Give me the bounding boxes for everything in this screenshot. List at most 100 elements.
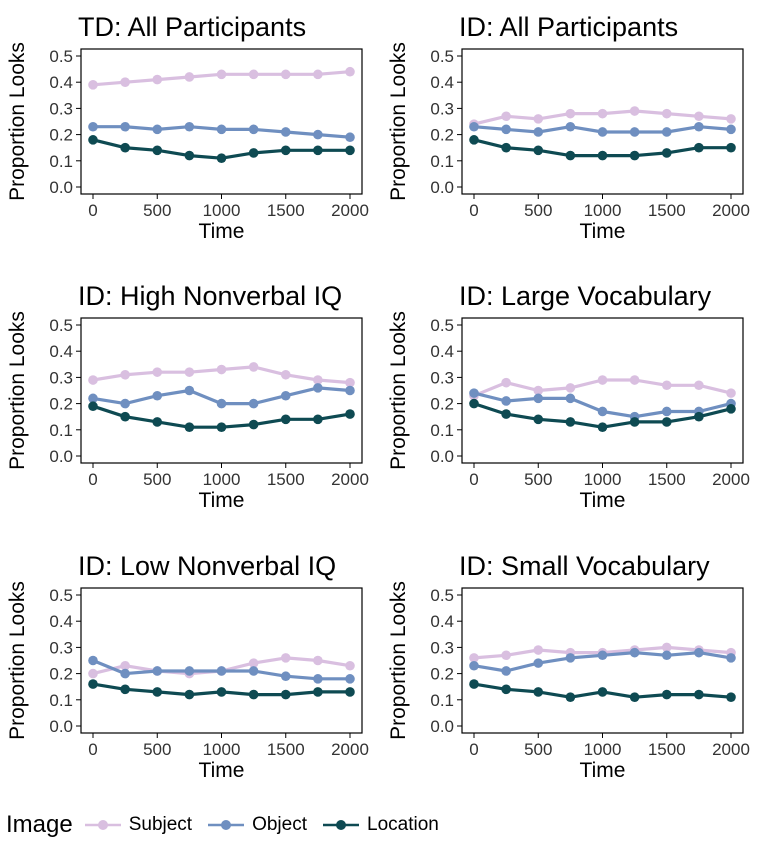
- panel-3-point-object: [152, 390, 163, 401]
- panel-5-point-location: [184, 689, 195, 700]
- panel-4-point-location: [726, 404, 736, 414]
- panel-2-xtick-label: 1000: [584, 201, 622, 220]
- panel-6-point-subject: [533, 645, 544, 655]
- panel-2-point-location: [629, 150, 640, 161]
- legend-key-location: [323, 820, 359, 830]
- panel-4-point-location: [501, 409, 511, 419]
- panel-6-point-location: [661, 689, 672, 700]
- panel-5-point-subject: [313, 655, 323, 666]
- panel-6-point-object: [501, 666, 511, 676]
- panel-2-point-object: [629, 127, 640, 137]
- panel-5-xtick-label: 500: [143, 740, 171, 759]
- panel-2-frame: [461, 48, 744, 195]
- panel-6-ytick-label: 0.1: [430, 691, 454, 710]
- panel-2-series-object: [469, 121, 736, 137]
- panel-6-ytick-label: 0.2: [430, 665, 454, 684]
- panel-2-ytick-label: 0.4: [430, 73, 454, 92]
- panel-1-point-object: [120, 121, 130, 132]
- panel-4-point-location: [469, 398, 479, 409]
- panel-2-point-subject: [533, 114, 544, 124]
- panel-6-xtick-label: 500: [524, 740, 552, 759]
- panel-5-point-subject: [120, 660, 130, 671]
- panel-6-ytick-label: 0.3: [430, 638, 454, 657]
- panel-1-point-location: [184, 150, 195, 161]
- panel-4-frame: [461, 317, 744, 464]
- panel-2-xlabel: Time: [580, 220, 626, 243]
- panel-3-point-subject: [248, 362, 259, 372]
- panel-4-ytick-label: 0.3: [430, 368, 454, 387]
- panel-5-point-object: [88, 655, 98, 666]
- panel-1-point-location: [313, 145, 323, 156]
- panel-5-point-subject: [280, 653, 291, 663]
- panel-2-point-subject: [661, 108, 672, 119]
- panel-2-point-location: [694, 142, 704, 153]
- panel-6-ytick-label: 0.4: [430, 612, 454, 631]
- panel-5-ytick-label: 0.3: [49, 638, 73, 657]
- panel-4-ytick-label: 0.1: [430, 421, 454, 440]
- panel-3-point-subject: [345, 377, 355, 388]
- panel-1-xtick-label: 500: [143, 201, 171, 220]
- panel-5-point-object: [120, 668, 130, 679]
- panel-6-point-location: [501, 684, 511, 695]
- panel-6-point-object: [694, 647, 704, 658]
- panel-6-xtick-label: 1000: [584, 740, 622, 759]
- panel-3-point-location: [120, 411, 130, 422]
- panel-5-point-object: [216, 666, 227, 676]
- panel-5-point-location: [345, 687, 355, 697]
- panel-5-point-object: [184, 666, 195, 676]
- panel-2-ytick-label: 0.3: [430, 99, 454, 118]
- panel-2-ylabel: Proportion Looks: [387, 42, 410, 201]
- panel-6-point-subject: [661, 642, 672, 653]
- panel-5-point-object: [345, 674, 355, 684]
- panel-1-point-object: [88, 121, 98, 132]
- panel-6-point-location: [726, 692, 736, 702]
- panel-4-point-object: [501, 396, 511, 406]
- panel-3-point-location: [216, 422, 227, 432]
- panel-3-xtick-label: 500: [143, 470, 171, 489]
- panel-4: ID: Large Vocabulary 0.0 0.1 0.2 0.3 0.4 0.5 0 5…: [387, 281, 750, 512]
- panel-6-point-location: [533, 687, 544, 697]
- panel-1-ytick-label: 0.4: [49, 73, 73, 92]
- panel-4-ytick-label: 0.5: [430, 316, 454, 335]
- panel-2-point-location: [533, 145, 544, 156]
- panel-3-point-object: [280, 390, 291, 401]
- panel-4-point-object: [661, 406, 672, 417]
- legend-item-location: Location: [323, 814, 439, 836]
- panel-4-ylabel: Proportion Looks: [387, 311, 410, 470]
- panel-6-point-object: [469, 660, 479, 671]
- panel-4-title: ID: Large Vocabulary: [459, 281, 712, 311]
- panel-2-point-object: [661, 127, 672, 137]
- panel-1-ylabel: Proportion Looks: [6, 42, 29, 201]
- panel-1-point-object: [280, 127, 291, 137]
- panel-6-ytick-label: 0.0: [430, 717, 454, 736]
- panel-1-point-subject: [120, 77, 130, 87]
- panel-4-xtick-label: 500: [524, 470, 552, 489]
- panel-4-point-location: [533, 414, 544, 425]
- panel-3-point-object: [184, 385, 195, 396]
- panel-5-point-location: [216, 687, 227, 697]
- panel-2-xtick-label: 2000: [712, 201, 750, 220]
- panel-1-point-object: [313, 129, 323, 140]
- panel-4-point-object: [565, 393, 576, 404]
- panel-3-point-subject: [88, 375, 98, 385]
- panel-1-point-object: [248, 124, 259, 135]
- panel-5-ytick-label: 0.2: [49, 665, 73, 684]
- panel-1-xtick-label: 2000: [331, 201, 369, 220]
- panel-1-xtick-label: 0: [88, 201, 97, 220]
- panel-3-point-location: [280, 414, 291, 425]
- legend-label-subject: Subject: [128, 814, 193, 835]
- panel-3-point-object: [88, 393, 98, 404]
- panel-3-point-object: [248, 398, 259, 409]
- panel-2-point-location: [565, 150, 576, 161]
- panel-3-point-subject: [152, 367, 163, 377]
- panel-4-xtick-label: 0: [469, 470, 478, 489]
- panel-1-point-object: [152, 124, 163, 135]
- panel-6-point-object: [597, 650, 608, 661]
- panel-3-point-object: [313, 383, 323, 393]
- panel-2-ytick-label: 0.2: [430, 126, 454, 145]
- panel-6-point-location: [565, 692, 576, 702]
- panel-3-point-object: [216, 398, 227, 409]
- panel-5-ytick-label: 0.5: [49, 586, 73, 605]
- panel-1-ytick-label: 0.2: [49, 126, 73, 145]
- panel-2-point-location: [469, 135, 479, 145]
